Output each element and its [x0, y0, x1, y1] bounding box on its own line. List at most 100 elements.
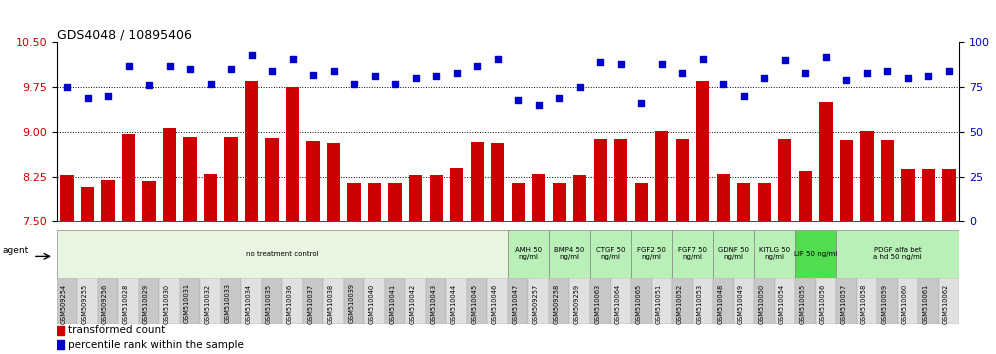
Text: GSM510037: GSM510037	[307, 284, 313, 324]
Bar	[122, 134, 135, 221]
Bar	[470, 142, 484, 221]
Text: GSM510063: GSM510063	[595, 284, 601, 324]
Point	[633, 101, 649, 106]
Text: FGF7 50
ng/ml: FGF7 50 ng/ml	[678, 247, 707, 261]
Point	[510, 97, 526, 103]
Text: GSM510064: GSM510064	[615, 284, 621, 324]
Bar	[672, 230, 713, 278]
Text: GSM509257: GSM509257	[533, 284, 539, 324]
Point	[326, 68, 342, 74]
Point	[141, 82, 157, 88]
Point	[428, 74, 444, 79]
Bar	[897, 278, 918, 324]
Bar	[819, 102, 833, 221]
Text: GDNF 50
ng/ml: GDNF 50 ng/ml	[718, 247, 749, 261]
Bar	[737, 183, 750, 221]
Text: GSM510065: GSM510065	[635, 284, 641, 324]
Bar	[634, 183, 648, 221]
Bar	[327, 143, 341, 221]
Bar	[549, 230, 590, 278]
Bar	[816, 278, 836, 324]
Text: GSM510035: GSM510035	[266, 284, 272, 324]
Bar	[57, 340, 64, 349]
Bar	[717, 173, 730, 221]
Point	[264, 68, 280, 74]
Bar	[450, 168, 463, 221]
Point	[305, 72, 321, 78]
Text: GSM509259: GSM509259	[574, 284, 580, 324]
Text: GSM510057: GSM510057	[841, 284, 847, 324]
Text: GSM509255: GSM509255	[82, 284, 88, 324]
Text: GDS4048 / 10895406: GDS4048 / 10895406	[57, 28, 191, 41]
Bar	[675, 139, 689, 221]
Point	[756, 75, 772, 81]
Text: GSM510032: GSM510032	[204, 284, 210, 324]
Text: GSM510059: GSM510059	[881, 284, 887, 324]
Bar	[221, 278, 241, 324]
Point	[202, 81, 218, 86]
Bar	[590, 230, 631, 278]
Text: GSM510034: GSM510034	[246, 284, 252, 324]
Point	[367, 74, 382, 79]
Bar	[836, 278, 857, 324]
Bar	[446, 278, 467, 324]
Point	[674, 70, 690, 76]
Text: GSM510060: GSM510060	[901, 284, 908, 324]
Bar	[921, 170, 935, 221]
Bar	[344, 278, 365, 324]
Text: KITLG 50
ng/ml: KITLG 50 ng/ml	[759, 247, 790, 261]
Point	[839, 77, 855, 83]
Bar	[142, 181, 155, 221]
Text: GSM510046: GSM510046	[492, 284, 498, 324]
Text: GSM510054: GSM510054	[779, 284, 785, 324]
Text: GSM510042: GSM510042	[409, 284, 415, 324]
Point	[859, 70, 874, 76]
Text: GSM510038: GSM510038	[328, 284, 334, 324]
Bar	[467, 278, 487, 324]
Bar	[384, 278, 405, 324]
Bar	[754, 230, 795, 278]
Bar	[696, 81, 709, 221]
Bar	[775, 278, 795, 324]
Bar	[57, 278, 78, 324]
Bar	[857, 278, 877, 324]
Text: GSM510055: GSM510055	[800, 284, 806, 324]
Text: GSM510029: GSM510029	[143, 284, 149, 324]
Text: AMH 50
ng/ml: AMH 50 ng/ml	[515, 247, 542, 261]
Bar	[78, 278, 98, 324]
Text: GSM510039: GSM510039	[349, 284, 355, 324]
Bar	[590, 278, 611, 324]
Bar	[224, 137, 238, 221]
Text: GSM510050: GSM510050	[758, 284, 764, 324]
Text: GSM510062: GSM510062	[943, 284, 949, 324]
Bar	[655, 131, 668, 221]
Bar	[549, 278, 570, 324]
Point	[121, 63, 136, 69]
Bar	[631, 278, 651, 324]
Bar	[491, 143, 504, 221]
Text: percentile rank within the sample: percentile rank within the sample	[68, 339, 244, 350]
Text: GSM510040: GSM510040	[369, 284, 374, 324]
Point	[736, 93, 752, 99]
Bar	[138, 278, 159, 324]
Point	[920, 74, 936, 79]
Bar	[713, 278, 733, 324]
Text: GSM510048: GSM510048	[717, 284, 723, 324]
Point	[161, 63, 177, 69]
Bar	[778, 139, 792, 221]
Point	[777, 58, 793, 63]
Text: GSM510052: GSM510052	[676, 284, 682, 324]
Bar	[180, 278, 200, 324]
Text: agent: agent	[3, 246, 29, 255]
Point	[469, 63, 485, 69]
Bar	[262, 278, 283, 324]
Text: GSM510033: GSM510033	[225, 284, 231, 324]
Point	[818, 54, 834, 59]
Text: GSM510045: GSM510045	[471, 284, 477, 324]
Bar	[324, 278, 344, 324]
Text: GSM510044: GSM510044	[450, 284, 457, 324]
Bar	[861, 131, 873, 221]
Bar	[795, 230, 836, 278]
Bar	[840, 139, 853, 221]
Text: GSM510031: GSM510031	[184, 284, 190, 324]
